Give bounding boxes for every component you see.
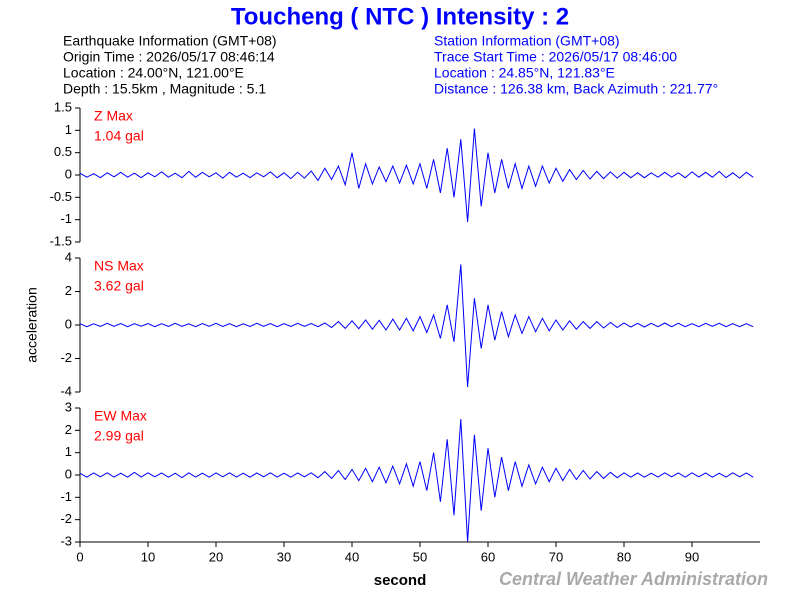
waveform: [79, 128, 754, 222]
info-line: Origin Time : 2026/05/17 08:46:14: [63, 49, 275, 65]
y-tick-label: 1: [65, 444, 72, 459]
annotation: EW Max: [94, 408, 147, 424]
x-tick-label: 40: [345, 549, 359, 564]
info-line: Trace Start Time : 2026/05/17 08:46:00: [434, 49, 677, 65]
info-line: Earthquake Information (GMT+08): [63, 33, 277, 49]
y-tick-label: -2: [60, 350, 72, 365]
annotation: NS Max: [94, 258, 144, 274]
footer: Central Weather Administration: [499, 569, 768, 589]
y-tick-label: 3: [65, 399, 72, 414]
x-axis-label: second: [374, 572, 427, 589]
y-tick-label: -2: [60, 511, 72, 526]
y-tick-label: 2: [65, 283, 72, 298]
annotation: Z Max: [94, 108, 133, 124]
info-line: Distance : 126.38 km, Back Azimuth : 221…: [434, 81, 718, 97]
annotation: 2.99 gal: [94, 428, 144, 444]
y-axis-label: acceleration: [24, 287, 40, 363]
waveform: [79, 419, 754, 542]
x-tick-label: 70: [549, 549, 563, 564]
info-line: Depth : 15.5km , Magnitude : 5.1: [63, 81, 266, 97]
y-tick-label: -3: [60, 533, 72, 548]
x-tick-label: 50: [413, 549, 427, 564]
x-tick-label: 90: [685, 549, 699, 564]
y-tick-label: 1: [65, 122, 72, 137]
x-tick-label: 30: [277, 549, 291, 564]
y-tick-label: 2: [65, 422, 72, 437]
y-tick-label: -0.5: [50, 189, 72, 204]
info-line: Location : 24.85°N, 121.83°E: [434, 65, 615, 81]
y-tick-label: 0: [65, 466, 72, 481]
waveform: [79, 264, 754, 388]
y-tick-label: 0.5: [54, 144, 72, 159]
annotation: 3.62 gal: [94, 278, 144, 294]
y-tick-label: 0: [65, 166, 72, 181]
y-tick-label: -4: [60, 383, 72, 398]
annotation: 1.04 gal: [94, 128, 144, 144]
x-tick-label: 20: [209, 549, 223, 564]
x-tick-label: 10: [141, 549, 155, 564]
y-tick-label: 1.5: [54, 99, 72, 114]
y-tick-label: 0: [65, 316, 72, 331]
y-tick-label: -1.5: [50, 233, 72, 248]
x-tick-label: 0: [76, 549, 83, 564]
y-tick-label: -1: [60, 211, 72, 226]
x-tick-label: 80: [617, 549, 631, 564]
x-tick-label: 60: [481, 549, 495, 564]
y-tick-label: 4: [65, 249, 72, 264]
info-line: Location : 24.00°N, 121.00°E: [63, 65, 244, 81]
y-tick-label: -1: [60, 489, 72, 504]
chart-title: Toucheng ( NTC ) Intensity : 2: [231, 3, 569, 30]
info-line: Station Information (GMT+08): [434, 33, 620, 49]
